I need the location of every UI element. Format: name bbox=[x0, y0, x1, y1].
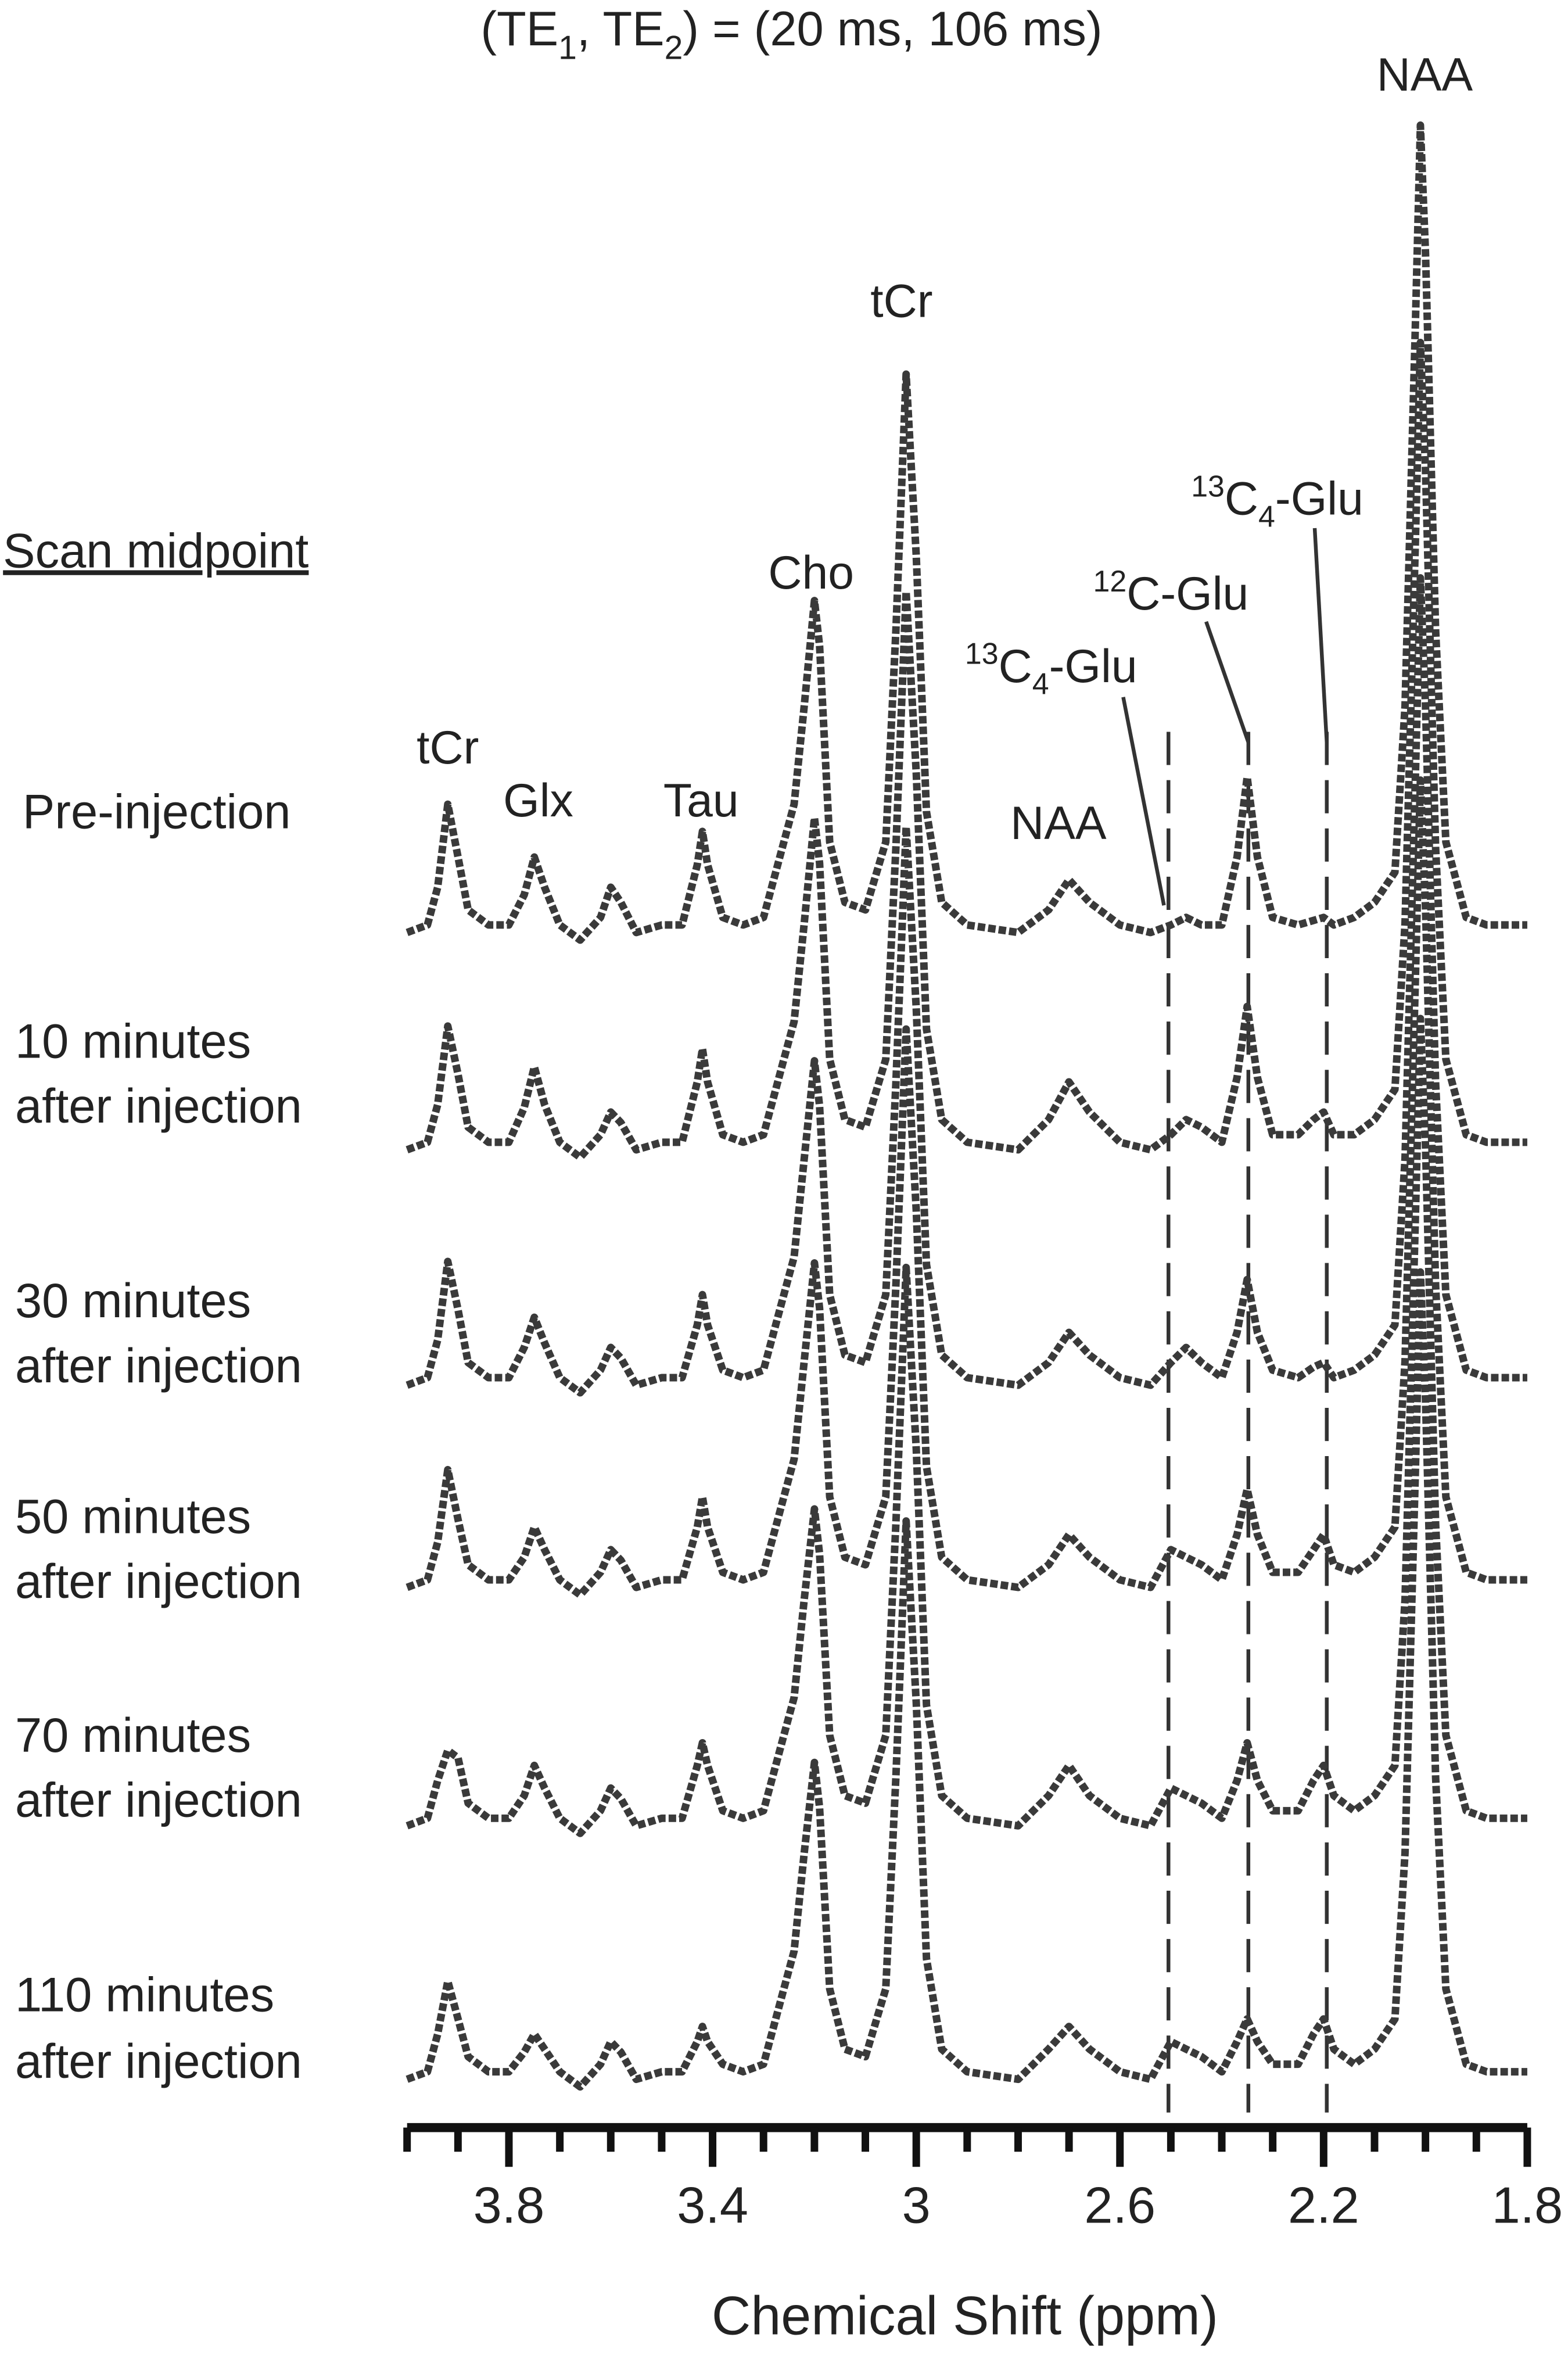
leader-lines bbox=[1121, 528, 1329, 906]
peak-label: tCr bbox=[870, 275, 932, 327]
peak-label: 12C-Glu bbox=[1093, 565, 1249, 620]
x-tick-label: 3 bbox=[902, 2176, 931, 2234]
row-label: 50 minutes bbox=[15, 1489, 251, 1543]
title-part: ) = (20 ms, 106 ms) bbox=[683, 2, 1102, 56]
x-tick-label: 2.6 bbox=[1084, 2176, 1156, 2234]
leader-line bbox=[1312, 528, 1329, 743]
x-tick-label: 1.8 bbox=[1492, 2176, 1563, 2234]
spectrum bbox=[406, 1014, 1527, 1837]
peak-label: Glx bbox=[503, 775, 573, 827]
label-part: -Glu bbox=[1049, 640, 1138, 693]
x-tick-label: 3.8 bbox=[473, 2176, 545, 2234]
row-label: after injection bbox=[15, 2034, 302, 2088]
peak-label: Tau bbox=[663, 775, 739, 827]
title-sub: 2 bbox=[665, 29, 683, 66]
title-part: , TE bbox=[577, 2, 665, 56]
legend-title: Scan midpoint bbox=[3, 524, 308, 578]
row-label: after injection bbox=[15, 1773, 302, 1827]
spectrum bbox=[406, 574, 1527, 1397]
row-label: after injection bbox=[15, 1079, 302, 1133]
label-sub: 4 bbox=[1258, 500, 1275, 533]
peak-label: 13C4-Glu bbox=[1191, 469, 1364, 533]
label-sub: 4 bbox=[1032, 668, 1049, 701]
spectrum bbox=[406, 776, 1527, 1599]
row-label: 110 minutes bbox=[15, 1968, 274, 2022]
leader-line bbox=[1204, 621, 1250, 743]
peak-label: NAA bbox=[1377, 49, 1473, 101]
leader-line bbox=[1121, 697, 1166, 906]
x-axis-title: Chemical Shift (ppm) bbox=[712, 2285, 1218, 2346]
label-part: C bbox=[1225, 473, 1258, 525]
spectrum bbox=[406, 1268, 1527, 2091]
reference-lines bbox=[1167, 732, 1329, 2113]
row-label: Pre-injection bbox=[23, 785, 291, 839]
peak-label: tCr bbox=[417, 722, 479, 774]
spectrum bbox=[406, 339, 1527, 1162]
title-sub: 1 bbox=[558, 29, 577, 66]
label-part: C-Glu bbox=[1126, 568, 1248, 620]
chart-title: (TE1, TE2) = (20 ms, 106 ms) bbox=[480, 2, 1102, 66]
row-label: 30 minutes bbox=[15, 1274, 251, 1328]
label-sup: 13 bbox=[965, 637, 999, 671]
peak-label: NAA bbox=[1010, 797, 1107, 849]
label-sup: 13 bbox=[1191, 469, 1225, 503]
peak-label: Cho bbox=[768, 547, 854, 599]
label-sup: 12 bbox=[1093, 565, 1127, 598]
title-part: (TE bbox=[480, 2, 558, 56]
label-part: -Glu bbox=[1275, 473, 1364, 525]
spectrum bbox=[406, 121, 1527, 944]
row-label: 70 minutes bbox=[15, 1708, 251, 1762]
x-tick-label: 3.4 bbox=[677, 2176, 748, 2234]
row-label: after injection bbox=[15, 1339, 302, 1393]
row-label: after injection bbox=[15, 1554, 302, 1608]
row-label: 10 minutes bbox=[15, 1014, 251, 1068]
label-part: C bbox=[999, 640, 1032, 693]
x-tick-label: 2.2 bbox=[1288, 2176, 1359, 2234]
peak-label: 13C4-Glu bbox=[965, 637, 1138, 701]
